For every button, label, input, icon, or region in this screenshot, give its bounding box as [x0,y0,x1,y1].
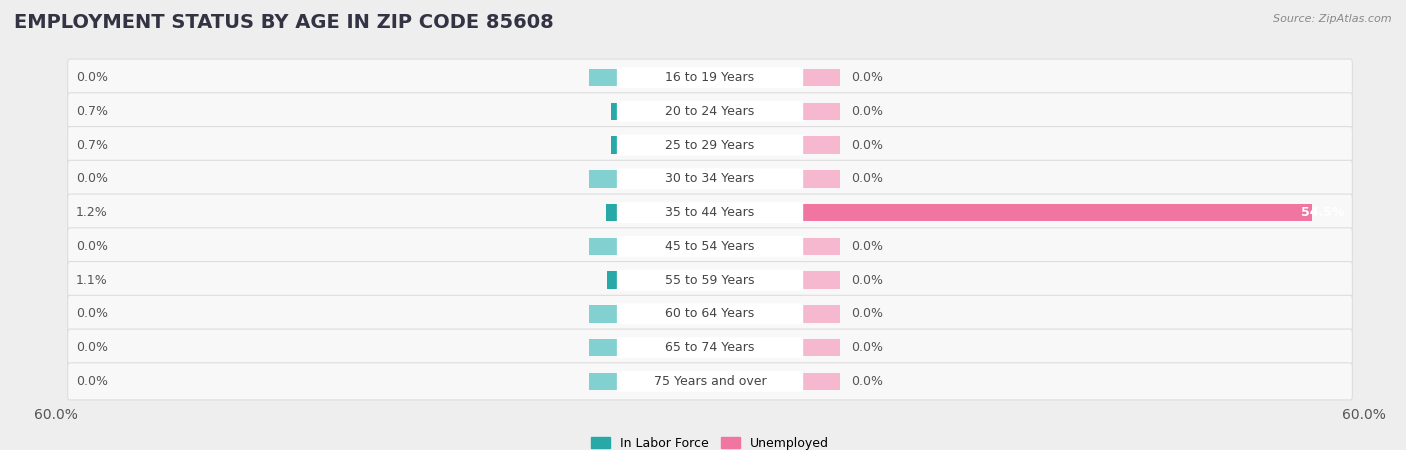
Text: 0.7%: 0.7% [76,105,108,118]
Bar [589,339,710,356]
FancyBboxPatch shape [617,236,803,257]
Bar [710,271,839,289]
Text: 0.0%: 0.0% [851,172,883,185]
Text: 0.0%: 0.0% [76,172,108,185]
Text: 0.7%: 0.7% [76,139,108,152]
Text: 65 to 74 Years: 65 to 74 Years [665,341,755,354]
Text: 1.1%: 1.1% [76,274,108,287]
FancyBboxPatch shape [617,303,803,324]
FancyBboxPatch shape [67,228,1353,265]
Text: 0.0%: 0.0% [76,307,108,320]
FancyBboxPatch shape [67,126,1353,164]
Text: 45 to 54 Years: 45 to 54 Years [665,240,755,253]
Text: 0.0%: 0.0% [851,71,883,84]
Text: 0.0%: 0.0% [76,71,108,84]
Text: EMPLOYMENT STATUS BY AGE IN ZIP CODE 85608: EMPLOYMENT STATUS BY AGE IN ZIP CODE 856… [14,14,554,32]
Text: 35 to 44 Years: 35 to 44 Years [665,206,755,219]
Bar [710,305,839,323]
Bar [710,170,839,188]
FancyBboxPatch shape [67,194,1353,231]
Text: 0.0%: 0.0% [851,139,883,152]
Text: 0.0%: 0.0% [76,375,108,388]
FancyBboxPatch shape [67,295,1353,333]
Legend: In Labor Force, Unemployed: In Labor Force, Unemployed [586,432,834,450]
Bar [589,305,710,323]
FancyBboxPatch shape [67,93,1353,130]
Bar [607,271,710,289]
FancyBboxPatch shape [617,168,803,189]
FancyBboxPatch shape [67,363,1353,400]
Text: Source: ZipAtlas.com: Source: ZipAtlas.com [1274,14,1392,23]
Text: 55 to 59 Years: 55 to 59 Years [665,274,755,287]
Text: 0.0%: 0.0% [851,307,883,320]
Bar [589,69,710,86]
Bar [710,136,839,154]
Text: 54.5%: 54.5% [1301,206,1344,219]
Bar [610,136,710,154]
Text: 0.0%: 0.0% [851,105,883,118]
Text: 30 to 34 Years: 30 to 34 Years [665,172,755,185]
FancyBboxPatch shape [67,261,1353,299]
Text: 75 Years and over: 75 Years and over [654,375,766,388]
FancyBboxPatch shape [617,67,803,88]
Bar [710,103,839,120]
FancyBboxPatch shape [67,160,1353,198]
Text: 0.0%: 0.0% [76,341,108,354]
Text: 60 to 64 Years: 60 to 64 Years [665,307,755,320]
Bar [589,238,710,255]
Bar [589,170,710,188]
Text: 0.0%: 0.0% [851,240,883,253]
FancyBboxPatch shape [617,101,803,122]
Text: 0.0%: 0.0% [851,341,883,354]
Text: 16 to 19 Years: 16 to 19 Years [665,71,755,84]
Text: 0.0%: 0.0% [851,274,883,287]
Bar [589,373,710,390]
Bar [710,339,839,356]
FancyBboxPatch shape [617,202,803,223]
Bar [606,204,710,221]
FancyBboxPatch shape [617,135,803,156]
Text: 1.2%: 1.2% [76,206,108,219]
FancyBboxPatch shape [617,337,803,358]
Text: 0.0%: 0.0% [76,240,108,253]
FancyBboxPatch shape [617,371,803,392]
Bar [610,103,710,120]
Bar [710,204,1312,221]
FancyBboxPatch shape [617,270,803,291]
Text: 0.0%: 0.0% [851,375,883,388]
Text: 25 to 29 Years: 25 to 29 Years [665,139,755,152]
Bar [710,373,839,390]
FancyBboxPatch shape [67,329,1353,366]
Text: 20 to 24 Years: 20 to 24 Years [665,105,755,118]
Bar [710,69,839,86]
FancyBboxPatch shape [67,59,1353,96]
Bar [710,238,839,255]
